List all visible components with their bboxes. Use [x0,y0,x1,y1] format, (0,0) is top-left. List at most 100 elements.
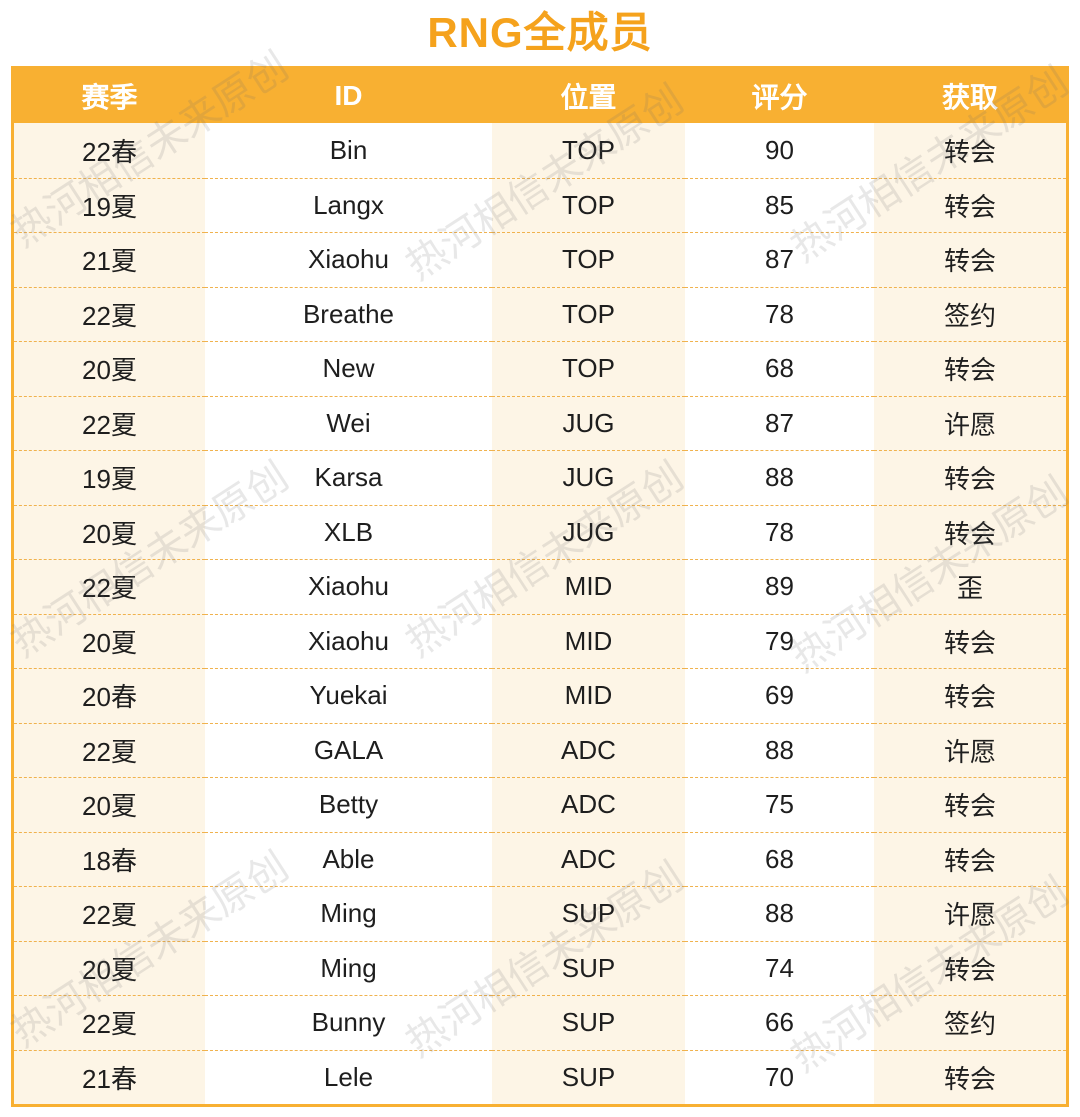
position-cell: ADC [492,722,685,777]
player-id-cell: XLB [205,504,492,560]
season-cell: 19夏 [14,450,205,505]
table-row: 19夏 Karsa JUG 88 转会 [14,450,1066,505]
season-cell: 20夏 [14,341,205,396]
player-id-cell: Bin [329,134,368,165]
rating-cell: 79 [685,613,874,669]
rating-cell: 70 [685,1049,874,1105]
rating-cell: 75 [685,777,874,832]
table-row: 22夏 GALA ADC 88 许愿 [14,722,1066,778]
column-header-season: 赛季 [81,82,138,113]
acquisition-cell: 签约 [874,286,1066,341]
season-cell: 21夏 [14,232,205,287]
table-row: 20夏 Xiaohu MID 79 转会 [14,613,1066,669]
season-cell: 20夏 [14,940,205,995]
column-header-acquisition: 获取 [941,82,998,113]
page-title: RNG全成员 [427,9,653,56]
table-row: 21春 Lele SUP 70 转会 [14,1049,1066,1105]
player-id-cell: Ming [205,940,492,996]
rating-cell: 90 [765,134,794,165]
table-row: 22夏 Ming SUP 88 许愿 [14,886,1066,941]
player-id-cell: New [205,341,492,396]
season-cell: 21春 [14,1049,205,1104]
acquisition-cell: 转会 [874,123,1066,178]
rating-cell: 66 [685,995,874,1050]
position-cell: JUG [492,450,685,505]
rating-cell: 88 [685,722,874,778]
rating-cell: 87 [685,395,874,451]
rating-cell: 88 [685,450,874,505]
acquisition-cell: 转会 [874,341,1066,396]
acquisition-cell: 许愿 [874,722,1066,777]
season-cell: 22夏 [14,395,205,450]
position-cell: SUP [492,995,685,1050]
acquisition-cell: 转会 [874,1049,1066,1104]
position-cell: TOP [492,232,685,287]
table-row: 19夏 Langx TOP 85 转会 [14,177,1066,233]
season-cell: 22夏 [14,559,205,614]
acquisition-cell: 转会 [874,504,1066,559]
position-cell: TOP [492,123,685,178]
column-header-rating: 评分 [751,82,808,113]
rating-cell: 78 [685,504,874,560]
season-cell: 22夏 [14,995,205,1050]
rating-cell: 78 [685,286,874,342]
table-row: 22夏 Xiaohu MID 89 歪 [14,559,1066,614]
acquisition-cell: 转会 [874,177,1066,232]
table-row: 20夏 New TOP 68 转会 [14,341,1066,396]
position-cell: TOP [492,286,685,341]
rating-cell: 74 [685,940,874,996]
season-cell: 22春 [14,123,205,178]
player-id-cell: Xiaohu [205,559,492,614]
player-id-cell: Xiaohu [205,613,492,669]
acquisition-cell: 转会 [874,613,1066,668]
rating-cell: 68 [685,341,874,396]
table-row: 22夏 Breathe TOP 78 签约 [14,286,1066,342]
position-cell: MID [492,613,685,668]
table-row: 20夏 XLB JUG 78 转会 [14,504,1066,560]
roster-table: 赛季 ID 位置 评分 获取 22春 Bin TOP 90 转会 19夏 Langx TOP 8… [11,66,1069,1107]
season-cell: 20夏 [14,504,205,559]
player-id-cell: Wei [205,395,492,451]
column-header-id: ID [334,80,363,111]
table-body: 22春 Bin TOP 90 转会 19夏 Langx TOP 85 转会 21夏 Xiaohu TOP… [14,123,1066,1104]
player-id-cell: Ming [205,886,492,941]
column-header-position: 位置 [560,82,617,113]
table-row: 20夏 Betty ADC 75 转会 [14,777,1066,832]
player-id-cell: Bunny [205,995,492,1050]
table-row: 20春 Yuekai MID 69 转会 [14,668,1066,723]
position-cell: TOP [492,341,685,396]
player-id-cell: Lele [205,1049,492,1105]
position-cell: SUP [492,886,685,941]
season-cell: 22夏 [14,886,205,941]
acquisition-cell: 签约 [874,995,1066,1050]
season-cell: 18春 [14,831,205,886]
rating-cell: 87 [685,232,874,287]
acquisition-cell: 转会 [874,777,1066,832]
rating-cell: 88 [685,886,874,941]
acquisition-cell: 转会 [874,831,1066,886]
position-cell: JUG [492,504,685,559]
player-id-cell: GALA [205,722,492,778]
position-cell: ADC [492,777,685,832]
acquisition-cell: 转会 [874,450,1066,505]
table-row: 21夏 Xiaohu TOP 87 转会 [14,232,1066,287]
acquisition-cell: 许愿 [874,395,1066,450]
rating-cell: 68 [685,831,874,887]
season-cell: 20夏 [14,613,205,668]
position-cell: MID [492,559,685,614]
table-row: 22夏 Wei JUG 87 许愿 [14,395,1066,451]
player-id-cell: Xiaohu [205,232,492,287]
position-cell: MID [492,668,685,723]
player-id-cell: Breathe [205,286,492,342]
table-header-row: 赛季 ID 位置 评分 获取 [14,69,1066,123]
player-id-cell: Langx [205,177,492,233]
position-cell: JUG [492,395,685,450]
season-cell: 20夏 [14,777,205,832]
acquisition-cell: 许愿 [874,886,1066,941]
table-row: 22夏 Bunny SUP 66 签约 [14,995,1066,1050]
season-cell: 19夏 [14,177,205,232]
season-cell: 22夏 [14,722,205,777]
position-cell: ADC [492,831,685,886]
acquisition-cell: 转会 [874,668,1066,723]
